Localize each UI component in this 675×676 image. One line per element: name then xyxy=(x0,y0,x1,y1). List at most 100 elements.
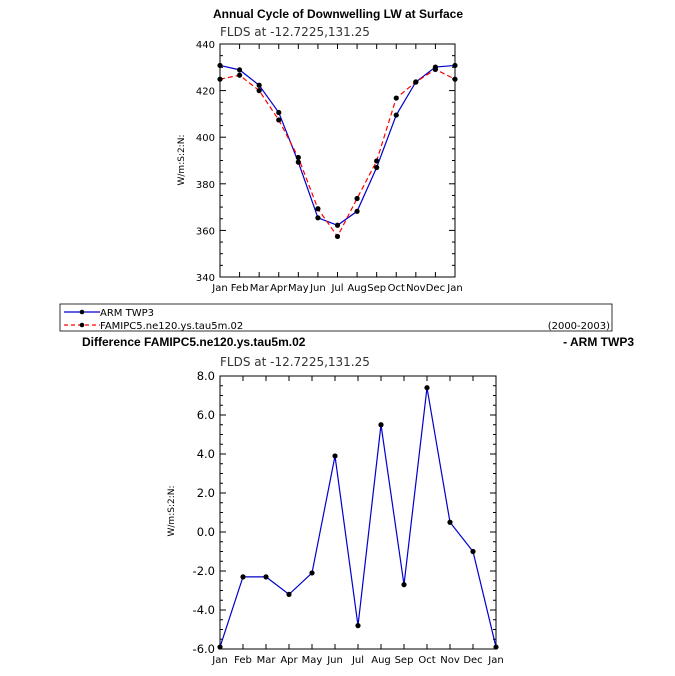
chart1-point-s1 xyxy=(236,72,243,78)
chart1-ylabel: W/m:S:2:N: xyxy=(177,135,187,186)
chart2-point-s0 xyxy=(470,548,476,555)
chart1-xtick-label: Aug xyxy=(347,283,367,294)
chart2-ytick-label: -6.0 xyxy=(193,642,215,656)
chart2-ytick-label: -4.0 xyxy=(193,603,215,617)
chart2-xtick-label: Sep xyxy=(395,655,414,666)
chart2-ylabel: W/m:S:2:N: xyxy=(167,486,177,537)
chart2-point-s0 xyxy=(401,582,407,588)
chart1-point-s1 xyxy=(315,206,321,212)
chart1-point-s0 xyxy=(276,109,282,116)
chart2-point-s0 xyxy=(493,644,499,650)
chart1-point-s1 xyxy=(295,154,301,161)
chart1-point-s0 xyxy=(295,159,301,165)
chart2-xtick-label: Mar xyxy=(257,655,277,666)
chart1-point-s0 xyxy=(315,215,321,221)
chart1-subtitle: FLDS at -12.7225,131.25 xyxy=(220,25,370,39)
chart2-title-right: - ARM TWP3 xyxy=(563,335,634,349)
chart2-point-s0 xyxy=(447,519,453,525)
chart2-xtick-label: Jan xyxy=(487,655,503,666)
chart1-xtick-label: Jan xyxy=(446,283,462,294)
chart1-xtick-label: Jul xyxy=(330,283,343,294)
chart1-series-line-0 xyxy=(219,64,456,226)
chart1-point-s1 xyxy=(413,79,419,85)
chart1-point-s1 xyxy=(334,233,341,240)
chart1-xtick-label: Sep xyxy=(367,283,386,294)
chart2-xtick-label: Feb xyxy=(234,655,252,666)
chart1-point-s0 xyxy=(354,208,360,214)
chart2-ytick-label: 8.0 xyxy=(197,369,215,383)
chart2-point-s0 xyxy=(240,574,246,580)
chart2-point-s0 xyxy=(309,570,315,576)
chart1-ytick-label: 340 xyxy=(196,273,215,284)
chart1-point-s1 xyxy=(256,88,262,94)
chart2-xtick-label: Aug xyxy=(371,655,391,666)
chart1-ytick-label: 440 xyxy=(196,40,215,51)
chart2-xtick-label: Oct xyxy=(418,655,435,666)
chart1-point-s1 xyxy=(276,117,282,123)
chart1-series xyxy=(217,62,458,240)
chart1-ytick-label: 420 xyxy=(196,87,215,98)
chart1-point-s1 xyxy=(217,76,223,82)
chart2: Difference FAMIPC5.ne120.ys.tau5m.02 - A… xyxy=(82,335,634,666)
chart2-xtick-label: Nov xyxy=(440,655,460,666)
legend: ARM TWP3 FAMIPC5.ne120.ys.tau5m.02 (2000… xyxy=(59,303,613,332)
chart1-title: Annual Cycle of Downwelling LW at Surfac… xyxy=(213,7,463,21)
chart2-xtick-label: Jul xyxy=(351,655,364,666)
chart1-ticks: Jan Feb Mar Apr May Jun Jul Aug Sep Oct Nov Dec Jan3… xyxy=(196,40,463,294)
chart1-xtick-label: Apr xyxy=(270,283,288,294)
chart1-xtick-label: Feb xyxy=(231,283,249,294)
chart1-xtick-label: Mar xyxy=(250,283,270,294)
chart1-point-s0 xyxy=(236,67,243,73)
chart2-ytick-label: -2.0 xyxy=(193,564,215,578)
legend-marker-model xyxy=(79,322,85,328)
chart1-ytick-label: 380 xyxy=(196,180,215,191)
chart2-xtick-label: Jun xyxy=(326,655,343,666)
chart1-point-s1 xyxy=(432,66,439,72)
chart2-point-s0 xyxy=(424,385,430,391)
legend-note: (2000-2003) xyxy=(548,321,610,332)
chart2-title: Difference FAMIPC5.ne120.ys.tau5m.02 xyxy=(82,335,306,349)
legend-box xyxy=(59,303,613,332)
chart1-series-line-1 xyxy=(219,68,456,238)
chart2-point-s0 xyxy=(263,574,269,580)
chart2-ytick-label: 4.0 xyxy=(197,447,215,461)
chart2-point-s0 xyxy=(332,453,338,459)
legend-marker-arm xyxy=(79,309,85,315)
chart1-point-s0 xyxy=(452,62,458,69)
chart1-point-s0 xyxy=(256,82,262,88)
chart2-point-s0 xyxy=(378,422,384,428)
chart1-point-s1 xyxy=(374,158,380,164)
chart1-xtick-label: Jun xyxy=(309,283,326,294)
chart1-xtick-label: Dec xyxy=(426,283,445,294)
chart1-point-s1 xyxy=(393,95,399,101)
chart2-xtick-label: Jan xyxy=(211,655,227,666)
chart2-ytick-label: 0.0 xyxy=(197,525,215,539)
chart1-point-s0 xyxy=(393,112,399,118)
legend-label-arm: ARM TWP3 xyxy=(100,308,154,319)
chart1-point-s0 xyxy=(217,62,223,69)
chart2-point-s0 xyxy=(217,644,223,650)
chart2-ytick-label: 2.0 xyxy=(197,486,215,500)
chart1-point-s0 xyxy=(374,164,380,171)
chart1-xtick-label: Nov xyxy=(406,283,426,294)
chart2-series-line-0 xyxy=(219,387,497,648)
chart1-xtick-label: Jan xyxy=(211,283,227,294)
chart2-xtick-label: Apr xyxy=(280,655,298,666)
chart1-ytick-label: 400 xyxy=(196,133,215,144)
chart2-ticks: Jan Feb Mar Apr May Jun Jul Aug Sep Oct Nov Dec Jan-… xyxy=(193,369,504,666)
chart1-xtick-label: May xyxy=(288,283,309,294)
chart1-xtick-label: Oct xyxy=(388,283,405,294)
chart1-point-s1 xyxy=(354,195,360,202)
chart1-point-s0 xyxy=(334,222,341,228)
chart1-ytick-label: 360 xyxy=(196,226,215,237)
chart2-series xyxy=(217,385,499,650)
chart2-point-s0 xyxy=(286,591,292,598)
legend-label-model: FAMIPC5.ne120.ys.tau5m.02 xyxy=(100,321,243,332)
chart2-plot-frame xyxy=(219,375,497,650)
chart2-xtick-label: Dec xyxy=(463,655,482,666)
chart2-subtitle: FLDS at -12.7225,131.25 xyxy=(220,355,370,369)
chart2-ytick-label: 6.0 xyxy=(197,408,215,422)
chart1: Annual Cycle of Downwelling LW at Surfac… xyxy=(177,7,463,294)
chart2-point-s0 xyxy=(355,623,361,629)
